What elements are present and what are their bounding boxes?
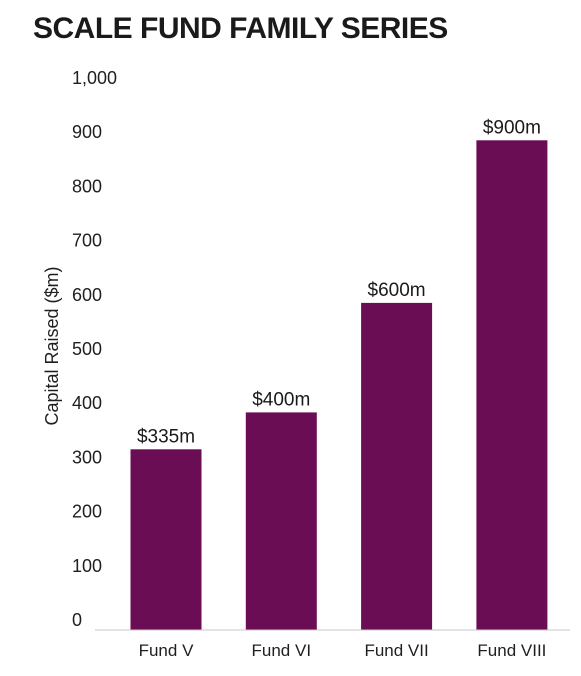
y-tick-label: 700 bbox=[72, 231, 102, 251]
y-axis-title: Capital Raised ($m) bbox=[42, 266, 62, 425]
bar-fund-vi bbox=[245, 412, 317, 630]
x-category-label: Fund VIII bbox=[477, 641, 546, 660]
bar-fund-viii bbox=[476, 140, 548, 631]
y-tick-label: 400 bbox=[72, 393, 102, 413]
bar-data-label: $900m bbox=[483, 117, 541, 138]
y-tick-label: 500 bbox=[72, 339, 102, 359]
bar-data-label: $600m bbox=[368, 280, 426, 301]
bar-data-label: $400m bbox=[252, 389, 310, 410]
chart-title: SCALE FUND FAMILY SERIES bbox=[33, 12, 448, 45]
y-tick-label: 200 bbox=[72, 502, 102, 522]
y-axis-ticks: 0 100 200 300 400 500 600 700 800 900 1,000 bbox=[72, 68, 117, 630]
data-labels: $335m $400m $600m $900m bbox=[137, 117, 541, 447]
bars-group bbox=[130, 140, 548, 631]
x-category-label: Fund VI bbox=[252, 641, 312, 660]
x-category-label: Fund V bbox=[139, 641, 194, 660]
y-tick-label: 0 bbox=[72, 610, 82, 630]
y-tick-label: 1,000 bbox=[72, 68, 117, 88]
bar-data-label: $335m bbox=[137, 426, 195, 447]
y-tick-label: 300 bbox=[72, 447, 102, 467]
y-tick-label: 900 bbox=[72, 122, 102, 142]
y-tick-label: 100 bbox=[72, 556, 102, 576]
y-tick-label: 800 bbox=[72, 176, 102, 196]
bar-fund-v bbox=[130, 449, 202, 630]
x-category-label: Fund VII bbox=[364, 641, 428, 660]
y-tick-label: 600 bbox=[72, 285, 102, 305]
x-axis-labels: Fund V Fund VI Fund VII Fund VIII bbox=[139, 641, 547, 660]
bar-fund-vii bbox=[361, 302, 433, 630]
